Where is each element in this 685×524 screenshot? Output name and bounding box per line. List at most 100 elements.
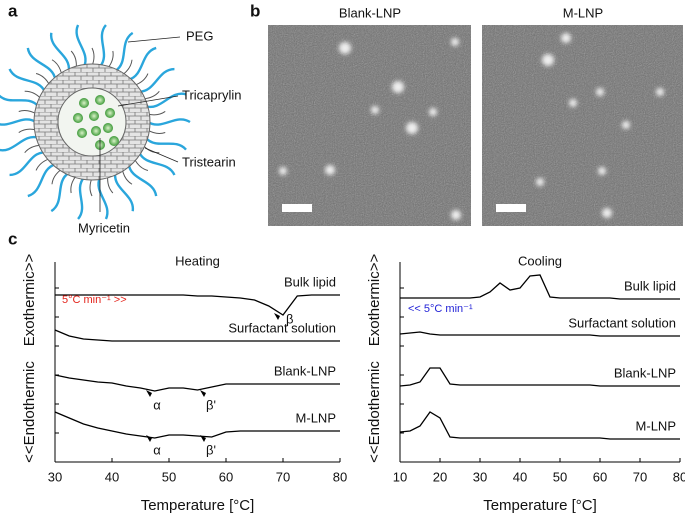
surfactant bbox=[147, 129, 166, 134]
curve bbox=[54, 374, 340, 392]
arrowhead bbox=[200, 390, 206, 397]
panel-letter: b bbox=[250, 1, 260, 20]
x-tick-label: 80 bbox=[333, 469, 347, 484]
arrowhead bbox=[146, 390, 152, 397]
annotation: β bbox=[286, 311, 293, 326]
dot bbox=[105, 108, 115, 118]
curve bbox=[399, 411, 680, 440]
panel-letter: a bbox=[8, 1, 18, 20]
surfactant bbox=[18, 110, 37, 115]
arrowhead bbox=[146, 435, 152, 442]
annotation: β' bbox=[206, 397, 216, 412]
surfactant bbox=[70, 50, 77, 69]
tem-image bbox=[482, 25, 683, 226]
peg-chain bbox=[8, 68, 46, 93]
x-tick-label: 60 bbox=[219, 469, 233, 484]
dot bbox=[77, 128, 87, 138]
y-axis-label: <<Endothermic bbox=[21, 361, 38, 463]
surfactant bbox=[70, 175, 77, 194]
surfactant bbox=[121, 59, 133, 76]
image-title: M-LNP bbox=[563, 5, 603, 20]
x-tick-label: 50 bbox=[553, 469, 567, 484]
surfactant bbox=[147, 111, 166, 116]
peg-chain bbox=[127, 163, 158, 197]
peg-chain bbox=[147, 118, 191, 126]
curve bbox=[54, 411, 340, 439]
curve bbox=[399, 367, 680, 387]
surfactant bbox=[24, 90, 42, 100]
curve bbox=[54, 329, 340, 342]
peg-chain bbox=[77, 176, 86, 220]
chart-title: Heating bbox=[175, 253, 220, 268]
x-axis-label: Temperature [°C] bbox=[141, 497, 255, 514]
x-tick-label: 40 bbox=[105, 469, 119, 484]
curve bbox=[399, 331, 680, 337]
x-tick-label: 60 bbox=[593, 469, 607, 484]
peg-chain bbox=[26, 47, 57, 81]
x-axis-label: Temperature [°C] bbox=[483, 497, 597, 514]
dot bbox=[79, 98, 89, 108]
dot bbox=[89, 111, 99, 121]
x-tick-label: 70 bbox=[633, 469, 647, 484]
curve bbox=[400, 274, 680, 300]
y-axis-label: <<Endothermic bbox=[366, 361, 383, 463]
x-tick-label: 20 bbox=[433, 469, 447, 484]
annotation: 5°C min⁻¹ >> bbox=[62, 294, 127, 306]
dot bbox=[103, 123, 113, 133]
dot bbox=[91, 126, 101, 136]
leaders bbox=[99, 36, 181, 212]
x-tick-label: 70 bbox=[276, 469, 290, 484]
y-axis-label: Exothermic>> bbox=[21, 253, 38, 346]
label: PEG bbox=[186, 28, 213, 43]
label: Tristearin bbox=[182, 154, 236, 169]
x-tick-label: 40 bbox=[513, 469, 527, 484]
surfactant bbox=[51, 168, 63, 185]
annotation: << 5°C min⁻¹ bbox=[408, 303, 473, 315]
series-label: Surfactant solution bbox=[568, 315, 676, 330]
curve bbox=[55, 294, 340, 316]
series-label: M-LNP bbox=[636, 418, 676, 433]
label: Myricetin bbox=[78, 220, 130, 235]
surfactant bbox=[107, 175, 114, 194]
peg-chain bbox=[0, 135, 39, 152]
annotation: α bbox=[153, 397, 161, 412]
peg-chain bbox=[138, 151, 176, 176]
x-tick-label: 80 bbox=[673, 469, 685, 484]
surfactant bbox=[91, 47, 95, 67]
dot bbox=[95, 95, 105, 105]
x-tick-label: 30 bbox=[473, 469, 487, 484]
peg-chain bbox=[27, 163, 56, 198]
x-tick-label: 30 bbox=[48, 469, 62, 484]
surfactant bbox=[89, 177, 93, 197]
series-label: Bulk lipid bbox=[624, 278, 676, 293]
surfactant bbox=[142, 144, 160, 154]
peg-chain bbox=[0, 94, 40, 108]
peg-chain bbox=[144, 136, 187, 151]
dot bbox=[109, 136, 119, 146]
arrowhead bbox=[274, 313, 280, 320]
arrowhead bbox=[200, 435, 206, 442]
series-label: Surfactant solution bbox=[228, 320, 336, 335]
peg-chain bbox=[50, 32, 70, 72]
peg-chain bbox=[0, 118, 37, 126]
x-tick-label: 50 bbox=[162, 469, 176, 484]
peg-chain bbox=[75, 24, 87, 68]
series-label: M-LNP bbox=[296, 410, 336, 425]
chart-title: Cooling bbox=[518, 253, 562, 268]
image-title: Blank-LNP bbox=[339, 5, 401, 20]
peg-chain bbox=[50, 171, 70, 213]
annotation: β' bbox=[206, 442, 216, 457]
peg-chain bbox=[114, 172, 134, 212]
peg-chain bbox=[97, 176, 109, 220]
peg-chain bbox=[145, 92, 187, 109]
series-label: Bulk lipid bbox=[284, 274, 336, 289]
surfactant bbox=[24, 144, 42, 154]
peg-chain bbox=[98, 24, 107, 68]
peg-chain bbox=[128, 46, 157, 81]
series-label: Blank-LNP bbox=[274, 363, 336, 378]
label: Tricaprylin bbox=[182, 87, 241, 102]
peg-chain bbox=[9, 151, 46, 177]
core bbox=[57, 87, 127, 157]
surfactant bbox=[142, 90, 160, 100]
